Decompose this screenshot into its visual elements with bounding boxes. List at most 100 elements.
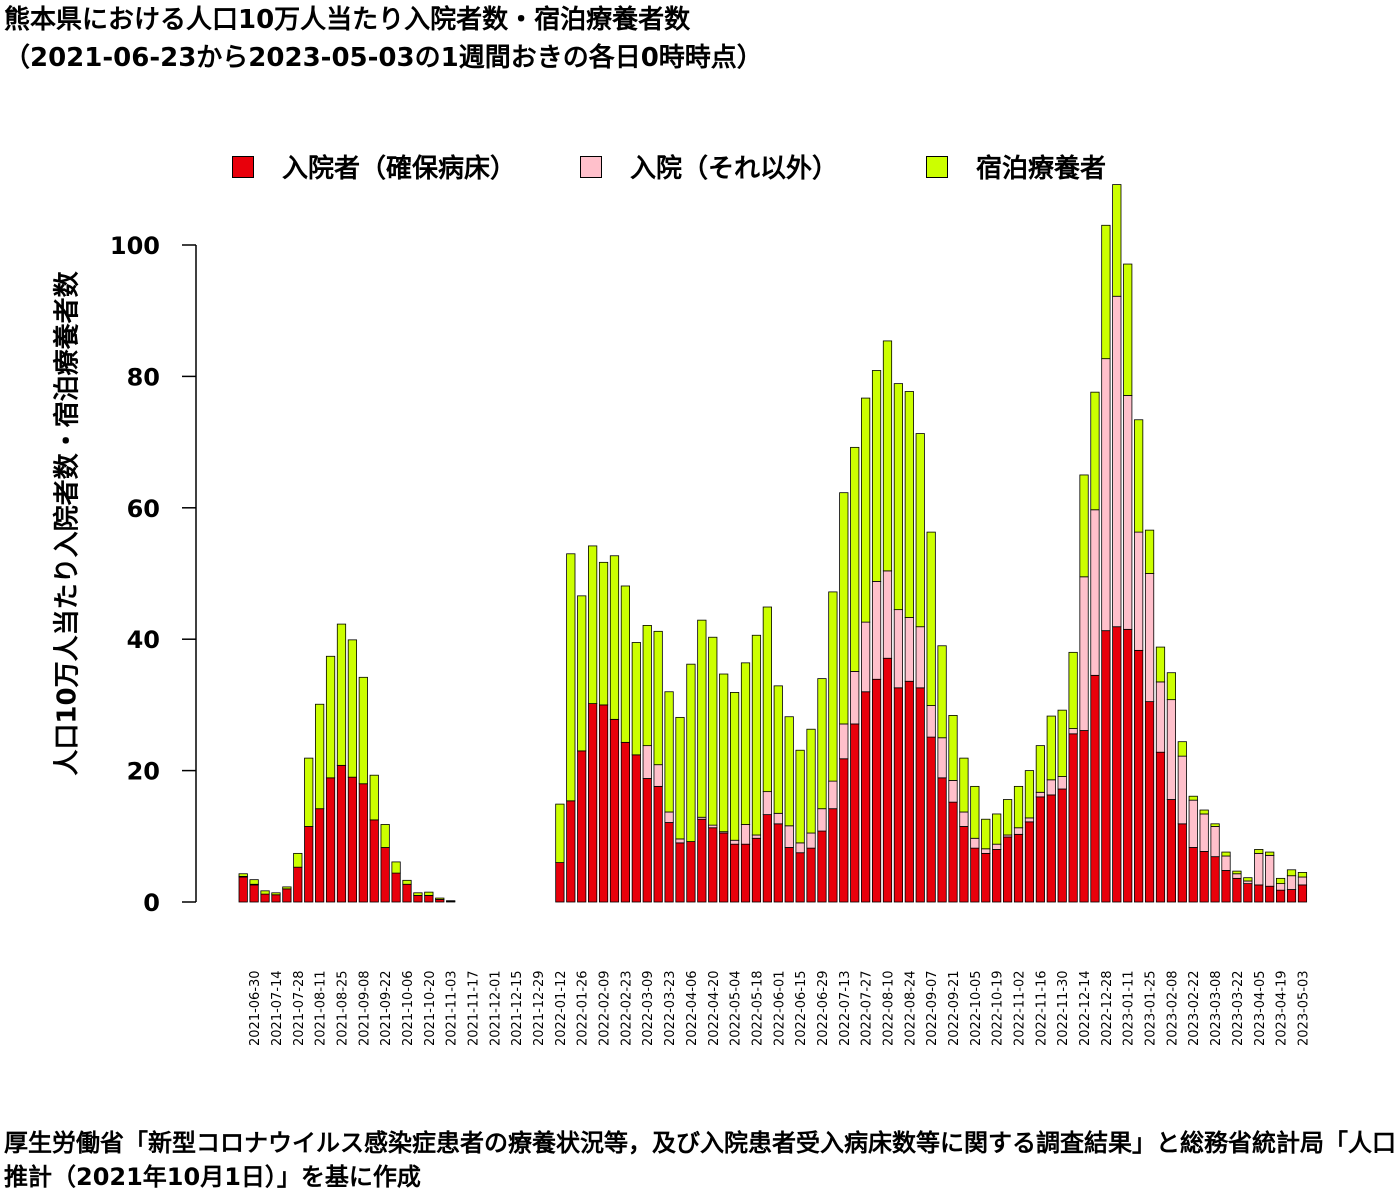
legend-item-hospital-other: 入院（それ以外）	[580, 148, 838, 185]
bar-hospital-secured	[1003, 836, 1013, 903]
bar-hotel-care	[1166, 672, 1176, 701]
bar-hotel-care	[304, 757, 314, 827]
bar-hotel-care	[664, 691, 674, 813]
bar-hotel-care	[1265, 851, 1275, 856]
y-tick-label: 20	[127, 758, 160, 786]
bar-hospital-other	[795, 842, 805, 854]
legend-item-hospital-secured: 入院者（確保病床）	[232, 148, 516, 185]
x-tick-label: 2022-07-13	[838, 970, 853, 1046]
bar-hospital-secured	[850, 723, 860, 903]
bar-hotel-care	[1286, 869, 1297, 877]
bar-hospital-secured	[566, 800, 576, 903]
bar-hospital-other	[1265, 854, 1275, 887]
bar-hospital-secured	[1254, 884, 1264, 903]
x-tick-label: 2022-06-15	[794, 970, 809, 1046]
chart-title: 熊本県における人口10万人当たり入院者数・宿泊療養者数	[4, 5, 691, 35]
bar-hotel-care	[1068, 651, 1078, 729]
bar-hotel-care	[1057, 709, 1067, 777]
bar-hospital-secured	[675, 842, 685, 903]
bar-hotel-care	[773, 685, 783, 814]
bar-hospital-other	[642, 745, 652, 779]
bar-hospital-secured	[926, 736, 936, 903]
bar-hospital-other	[828, 780, 838, 810]
bar-hospital-other	[1221, 855, 1231, 871]
bar-hospital-secured	[402, 883, 412, 903]
x-tick-label: 2021-11-17	[467, 970, 482, 1046]
bar-hotel-care	[751, 634, 762, 836]
bar-hospital-secured	[740, 843, 751, 903]
x-tick-label: 2022-02-23	[619, 970, 634, 1046]
bar-hotel-care	[1123, 263, 1133, 396]
bar-hotel-care	[1090, 391, 1100, 511]
bar-hospital-other	[1134, 531, 1144, 651]
bar-hotel-care	[1232, 870, 1242, 875]
bar-hotel-care	[402, 879, 412, 885]
bar-hospital-secured	[708, 827, 718, 903]
bar-hotel-care	[1024, 770, 1035, 819]
bar-hospital-secured	[336, 764, 347, 903]
x-tick-label: 2022-06-29	[816, 970, 831, 1046]
bar-hospital-secured	[260, 893, 270, 903]
bar-hospital-secured	[1068, 733, 1078, 903]
bar-hospital-other	[959, 811, 969, 827]
bar-hospital-other	[1286, 875, 1297, 890]
x-tick-label: 2021-12-01	[488, 970, 503, 1046]
x-tick-label: 2021-07-28	[292, 970, 307, 1046]
bar-hospital-secured	[1177, 823, 1187, 903]
bar-hotel-care	[238, 873, 248, 877]
bar-hospital-secured	[773, 823, 783, 903]
x-tick-label: 2023-04-19	[1275, 970, 1290, 1046]
bar-hospital-secured	[293, 866, 303, 903]
x-tick-label: 2022-12-14	[1078, 970, 1093, 1046]
bar-hospital-other	[992, 843, 1002, 850]
x-tick-label: 2022-09-07	[925, 970, 940, 1046]
bar-hotel-care	[1297, 872, 1308, 878]
bar-hotel-care	[435, 897, 445, 900]
bar-hospital-secured	[904, 680, 914, 903]
bar-hotel-care	[653, 630, 663, 766]
bar-hospital-other	[1090, 509, 1100, 676]
bar-hospital-other	[1155, 681, 1166, 753]
bar-hotel-care	[839, 492, 849, 725]
bar-hotel-care	[1079, 474, 1089, 578]
x-tick-label: 2022-08-10	[882, 970, 897, 1046]
bar-hospital-secured	[1188, 847, 1198, 903]
bar-hotel-care	[861, 397, 871, 623]
bar-hotel-care	[1243, 877, 1253, 882]
bar-hotel-care	[850, 446, 860, 672]
bar-hotel-care	[981, 818, 991, 850]
bar-hotel-care	[391, 861, 401, 874]
bar-hospital-secured	[631, 754, 641, 903]
bar-hospital-secured	[1243, 883, 1253, 903]
bar-hotel-care	[784, 716, 794, 827]
bar-hospital-secured	[1276, 889, 1286, 903]
x-tick-label: 2021-10-06	[401, 970, 416, 1046]
bar-hotel-care	[1155, 646, 1166, 683]
bar-hospital-secured	[577, 750, 587, 903]
bar-hospital-other	[773, 812, 783, 825]
bar-hospital-secured	[1286, 889, 1297, 903]
bar-hospital-secured	[1210, 856, 1220, 903]
x-tick-label: 2022-11-16	[1034, 970, 1049, 1046]
legend-label-hospital-other: 入院（それ以外）	[630, 154, 839, 184]
bar-hospital-secured	[391, 872, 401, 903]
bar-hospital-other	[1254, 852, 1264, 886]
bar-hospital-secured	[282, 888, 292, 903]
bar-hospital-secured	[347, 776, 358, 903]
bar-hotel-care	[1199, 809, 1209, 815]
bar-hospital-secured	[948, 801, 958, 903]
bar-hospital-secured	[915, 687, 925, 903]
bar-hospital-secured	[249, 884, 259, 903]
x-tick-label: 2023-03-08	[1209, 970, 1224, 1046]
bar-hotel-care	[609, 555, 620, 720]
bar-hotel-care	[828, 591, 838, 782]
legend-item-hotel-care: 宿泊療養者	[926, 148, 1106, 185]
x-tick-label: 2021-07-14	[270, 970, 285, 1046]
bar-hospital-other	[1210, 826, 1220, 858]
bar-hotel-care	[1003, 799, 1013, 836]
x-tick-label: 2023-02-22	[1187, 970, 1202, 1046]
x-tick-label: 2023-05-03	[1296, 970, 1311, 1046]
bar-hotel-care	[282, 886, 292, 890]
bar-hotel-care	[817, 678, 827, 810]
bar-hospital-secured	[959, 826, 969, 903]
